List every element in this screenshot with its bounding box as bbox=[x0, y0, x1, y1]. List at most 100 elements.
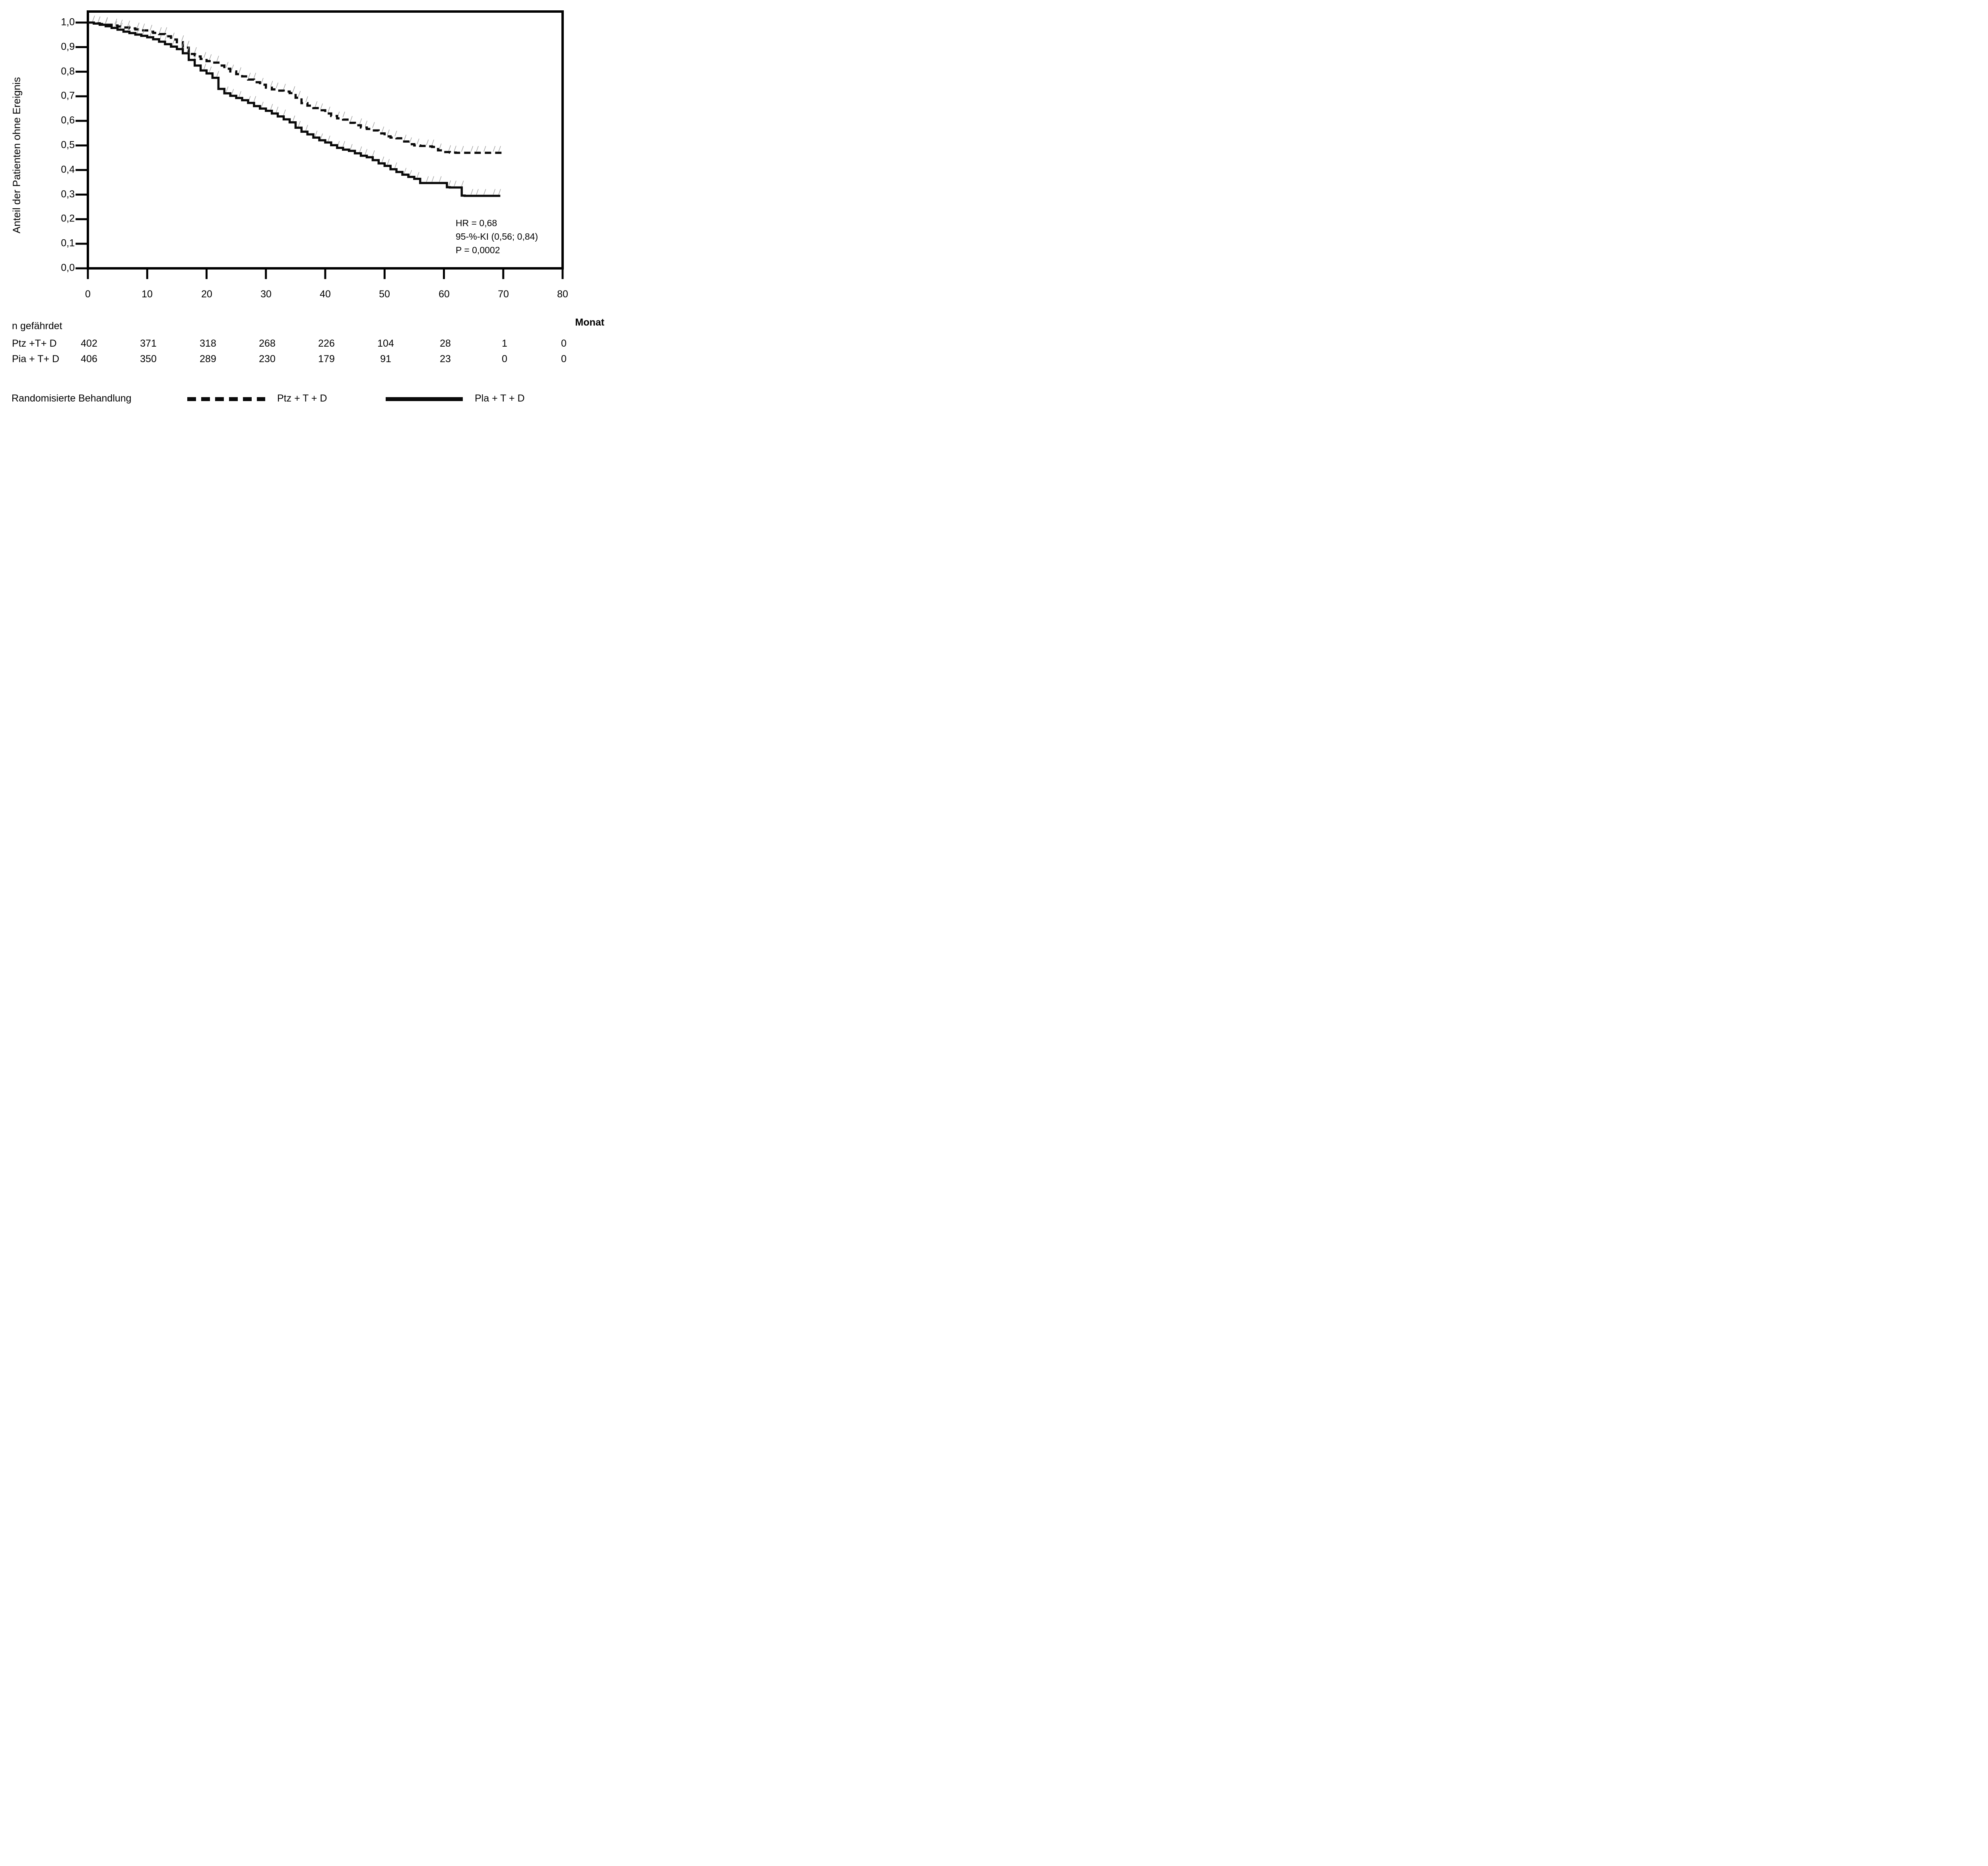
ci-value: 95-%-KI (0,56; 0,84) bbox=[456, 231, 538, 242]
censor-tick-mark bbox=[372, 122, 375, 128]
censor-tick-mark bbox=[181, 35, 184, 41]
x-tick-label: 20 bbox=[201, 289, 212, 300]
censor-tick-mark bbox=[283, 83, 286, 90]
censor-tick-mark bbox=[164, 27, 167, 33]
censor-tick-mark bbox=[164, 35, 167, 41]
y-tick-label: 0,2 bbox=[61, 213, 75, 224]
risk-count: 91 bbox=[380, 353, 391, 365]
censor-tick-mark bbox=[409, 137, 412, 143]
censor-tick-mark bbox=[305, 96, 308, 102]
risk-count: 402 bbox=[81, 338, 97, 349]
risk-count: 23 bbox=[440, 353, 451, 365]
censor-tick-mark bbox=[498, 146, 501, 152]
y-tick-label: 1,0 bbox=[61, 16, 75, 28]
censor-tick-mark bbox=[493, 189, 496, 195]
km-curve-pla-solid bbox=[88, 21, 501, 197]
censor-tick-mark bbox=[204, 52, 206, 58]
censor-tick-mark bbox=[137, 27, 140, 34]
censor-tick-mark bbox=[120, 19, 123, 25]
censor-tick-mark bbox=[470, 146, 474, 152]
censor-tick-mark bbox=[216, 56, 219, 62]
censor-tick-mark bbox=[115, 21, 117, 27]
censor-tick-mark bbox=[127, 20, 130, 27]
y-tick-label: 0,0 bbox=[61, 262, 75, 273]
legend-label-ptz: Ptz + T + D bbox=[277, 393, 327, 404]
censor-tick-mark bbox=[448, 145, 451, 151]
censor-tick-mark bbox=[186, 41, 190, 47]
risk-count: 28 bbox=[440, 338, 451, 349]
censor-tick-mark bbox=[127, 25, 130, 31]
risk-count: 104 bbox=[377, 338, 394, 349]
risk-count: 350 bbox=[140, 353, 157, 365]
y-axis-title: Anteil der Patienten ohne Ereignis bbox=[10, 77, 23, 234]
censor-tick-mark bbox=[404, 134, 407, 141]
censor-tick-mark bbox=[231, 89, 234, 95]
y-tick-label: 0,1 bbox=[61, 237, 75, 249]
censor-tick-mark bbox=[92, 16, 95, 21]
y-tick-label: 0,8 bbox=[61, 66, 75, 77]
censor-tick-mark bbox=[381, 126, 384, 132]
x-tick-label: 70 bbox=[498, 289, 509, 300]
risk-count: 0 bbox=[502, 353, 507, 365]
censor-tick-mark bbox=[137, 22, 140, 29]
y-tick-label: 0,9 bbox=[61, 41, 75, 52]
censor-tick-mark bbox=[448, 180, 451, 186]
censor-tick-mark bbox=[315, 130, 318, 137]
legend-dashed-line-swatch bbox=[187, 397, 265, 401]
censor-tick-mark bbox=[387, 129, 390, 136]
censor-tick-mark bbox=[172, 40, 175, 46]
censor-tick-mark bbox=[298, 121, 301, 127]
risk-count: 230 bbox=[259, 353, 276, 365]
censor-tick-mark bbox=[431, 140, 434, 145]
legend-label-pla: Pla + T + D bbox=[475, 393, 525, 404]
censor-tick-mark bbox=[498, 189, 501, 195]
x-tick-label: 60 bbox=[439, 289, 450, 300]
risk-count: 371 bbox=[140, 338, 157, 349]
censor-tick-mark bbox=[394, 130, 397, 137]
censor-tick-mark bbox=[328, 107, 330, 113]
censor-tick-mark bbox=[342, 111, 345, 118]
censor-tick-mark bbox=[239, 91, 241, 97]
censor-tick-mark bbox=[315, 101, 318, 107]
censor-tick-mark bbox=[328, 136, 330, 142]
censor-tick-mark bbox=[292, 86, 295, 92]
censor-tick-mark bbox=[253, 96, 256, 102]
censor-tick-mark bbox=[404, 168, 407, 174]
censor-tick-mark bbox=[105, 18, 108, 24]
survival-plot bbox=[76, 10, 564, 279]
risk-count: 0 bbox=[561, 353, 567, 365]
censor-tick-mark bbox=[283, 109, 286, 116]
legend-solid-line-swatch bbox=[386, 397, 463, 401]
censor-tick-mark bbox=[470, 189, 474, 195]
censor-tick-mark bbox=[253, 72, 256, 79]
censor-tick-mark bbox=[359, 118, 362, 124]
risk-count: 1 bbox=[502, 338, 507, 349]
p-value: P = 0,0002 bbox=[456, 245, 500, 255]
censor-tick-mark bbox=[350, 116, 353, 122]
censor-tick-mark bbox=[483, 146, 486, 152]
censor-tick-mark bbox=[417, 172, 419, 178]
censor-tick-mark bbox=[142, 29, 145, 35]
censor-tick-mark bbox=[248, 72, 251, 79]
x-tick-label: 30 bbox=[260, 289, 272, 300]
censor-tick-mark bbox=[186, 46, 190, 52]
risk-table-title: n gefährdet bbox=[12, 320, 62, 332]
censor-tick-mark bbox=[454, 145, 456, 152]
km-survival-figure: Anteil der Patienten ohne Ereignis 0,0 0… bbox=[0, 0, 611, 415]
censor-tick-mark bbox=[394, 162, 397, 169]
censor-tick-mark bbox=[194, 53, 197, 59]
x-tick-label: 10 bbox=[142, 289, 153, 300]
x-tick-label: 50 bbox=[379, 289, 390, 300]
censor-tick-mark bbox=[261, 78, 264, 84]
censor-tick-mark bbox=[270, 104, 273, 110]
censor-tick-mark bbox=[159, 27, 162, 33]
censor-tick-mark bbox=[98, 16, 101, 23]
censor-tick-mark bbox=[305, 124, 308, 131]
censor-tick-mark bbox=[426, 176, 429, 182]
censor-tick-mark bbox=[417, 138, 419, 145]
censor-tick-mark bbox=[439, 176, 442, 182]
censor-tick-mark bbox=[342, 141, 345, 147]
censor-tick-mark bbox=[320, 133, 323, 140]
censor-tick-mark bbox=[226, 86, 229, 93]
censor-tick-mark bbox=[216, 71, 219, 77]
